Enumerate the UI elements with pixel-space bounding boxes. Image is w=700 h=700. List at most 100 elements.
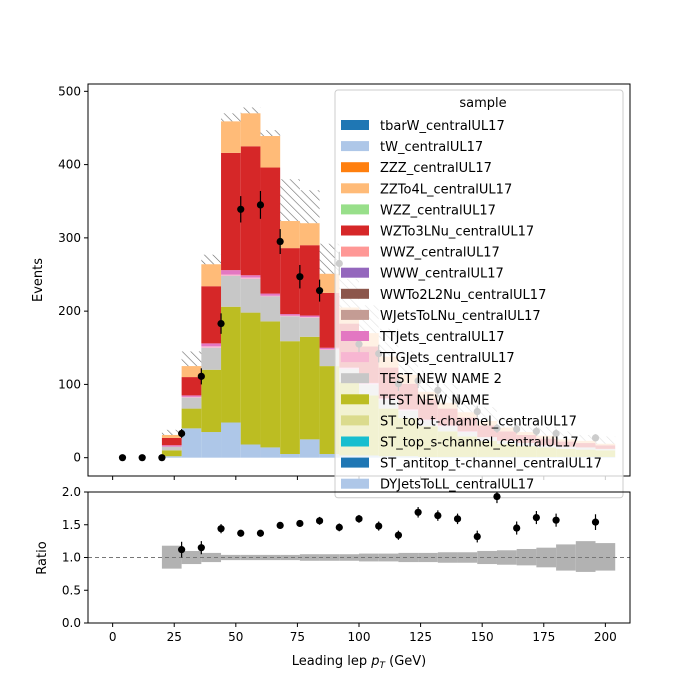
ratio-point-19 (552, 516, 560, 524)
ratio-band-12 (398, 552, 419, 563)
bar-TEST NEW NAME 2-3 (221, 275, 241, 307)
data-point-1 (138, 454, 146, 462)
bar-TEST NEW NAME-2 (201, 369, 222, 433)
legend-swatch (341, 415, 369, 426)
legend-swatch (341, 183, 369, 194)
legend-label: ST_antitop_t-channel_centralUL17 (380, 457, 602, 472)
y-tick-label: 0 (73, 451, 81, 465)
bar-ZZTo4L_centralUL17-2 (201, 264, 222, 287)
y-axis-label: Events (31, 258, 46, 302)
x-tick-label: 0 (109, 630, 117, 644)
bar-TEST NEW NAME 2-8 (319, 349, 340, 367)
bar-DYJetsToLL_centralUL17-4 (240, 444, 261, 458)
bar-TTJets_centralUL17-8 (319, 347, 340, 350)
bar-DYJetsToLL_centralUL17-6 (280, 454, 300, 458)
ratio-point-8 (335, 523, 343, 531)
data-point-10 (315, 287, 324, 295)
y-tick-label: 200 (58, 304, 81, 318)
bar-TEST NEW NAME-7 (299, 336, 320, 440)
x-axis-label: Leading lep pT (GeV) (292, 654, 426, 671)
ratio-point-7 (315, 517, 324, 525)
legend-label: tbarW_centralUL17 (380, 119, 505, 134)
legend-swatch (341, 246, 369, 257)
bar-DYJetsToLL_centralUL17-3 (221, 422, 241, 458)
unc-hatch-3 (221, 113, 241, 122)
bar-TTGJets_centralUL17-7 (299, 317, 320, 318)
ratio-y-axis-label: Ratio (35, 541, 50, 574)
ratio-point-18 (532, 513, 540, 522)
ratio-point-10 (375, 522, 383, 530)
ratio-point-14 (453, 515, 462, 523)
bar-TEST NEW NAME 2-0 (161, 446, 182, 451)
ratio-uncertainty-band (161, 541, 616, 572)
unc-hatch-0 (161, 429, 182, 435)
bar-TEST NEW NAME-1 (181, 408, 202, 429)
bar-TTGJets_centralUL17-8 (319, 349, 340, 350)
legend-label: ST_top_t-channel_centralUL17 (380, 414, 577, 429)
bar-TTGJets_centralUL17-3 (221, 274, 241, 276)
bar-DYJetsToLL_centralUL17-8 (319, 454, 340, 458)
x-tick-label: 150 (471, 630, 494, 644)
y-tick-label: 400 (58, 158, 81, 172)
bar-TTJets_centralUL17-5 (260, 293, 281, 296)
ratio-band-11 (378, 553, 399, 562)
data-point-0 (118, 454, 127, 462)
legend-label: WZTo3LNu_centralUL17 (380, 225, 534, 240)
legend-label: WJetsToLNu_centralUL17 (380, 309, 541, 324)
ratio-y-tick-label: 1.5 (62, 518, 81, 532)
bar-WZTo3LNu_centralUL17-8 (319, 292, 340, 348)
ratio-point-11 (394, 531, 403, 539)
y-tick-label: 300 (58, 231, 81, 245)
legend-swatch (341, 225, 369, 236)
y-tick-label: 100 (58, 377, 81, 391)
bar-WZTo3LNu_centralUL17-1 (181, 377, 202, 396)
legend-swatch (341, 162, 369, 173)
ratio-point-1 (197, 544, 205, 552)
bar-WZTo3LNu_centralUL17-2 (201, 286, 222, 344)
legend-label: WWTo2L2Nu_centralUL17 (380, 288, 546, 303)
data-point-6 (237, 205, 245, 213)
ratio-panel: 0.0 0.5 1.0 1.5 2.0 0 25 50 75 100 125 150 175 200 R… (35, 485, 631, 671)
bar-TTJets_centralUL17-1 (181, 395, 202, 397)
legend-swatch (341, 141, 369, 152)
data-point-9 (296, 273, 304, 281)
unc-hatch-2 (201, 254, 222, 265)
bar-TEST NEW NAME-3 (221, 306, 241, 423)
bar-WZTo3LNu_centralUL17-3 (221, 152, 241, 271)
ratio-points (178, 492, 600, 558)
ratio-y-tick-label: 0.5 (62, 583, 81, 597)
bar-ZZTo4L_centralUL17-7 (299, 223, 320, 246)
ratio-point-15 (473, 532, 481, 541)
ratio-point-13 (434, 511, 442, 520)
data-point-4 (197, 372, 205, 380)
bar-TEST NEW NAME 2-7 (299, 317, 320, 337)
legend-swatch (341, 373, 369, 384)
bar-WZTo3LNu_centralUL17-0 (161, 437, 182, 446)
bar-TEST NEW NAME-8 (319, 366, 340, 455)
bar-TEST NEW NAME-0 (161, 450, 182, 457)
legend-swatch (341, 436, 369, 447)
bar-DYJetsToLL_centralUL17-0 (161, 456, 182, 458)
ratio-point-12 (414, 508, 422, 516)
bar-TTGJets_centralUL17-5 (260, 295, 281, 297)
main-y-ticks: 0 100 200 300 400 500 (58, 84, 88, 465)
ratio-band-6 (280, 554, 300, 561)
bar-TTGJets_centralUL17-4 (240, 277, 261, 279)
bar-TEST NEW NAME 2-2 (201, 347, 222, 370)
unc-hatch-7 (299, 190, 320, 224)
bar-WZTo3LNu_centralUL17-4 (240, 146, 261, 276)
ratio-x-ticks: 0 25 50 75 100 125 150 175 200 (109, 623, 617, 644)
ratio-band-0 (161, 545, 182, 569)
bar-TEST NEW NAME 2-5 (260, 296, 281, 322)
data-point-7 (256, 201, 265, 209)
legend-label: WZZ_centralUL17 (380, 203, 496, 218)
unc-hatch-5 (260, 130, 281, 137)
bar-TEST NEW NAME-4 (240, 312, 261, 445)
bar-TTJets_centralUL17-7 (299, 315, 320, 318)
ratio-band-2 (201, 552, 222, 563)
ratio-point-16 (493, 492, 501, 501)
ratio-y-tick-label: 1.0 (62, 551, 81, 565)
legend-box (334, 89, 624, 499)
bar-TEST NEW NAME-6 (280, 341, 300, 455)
legend-label: TEST NEW NAME (379, 393, 489, 408)
